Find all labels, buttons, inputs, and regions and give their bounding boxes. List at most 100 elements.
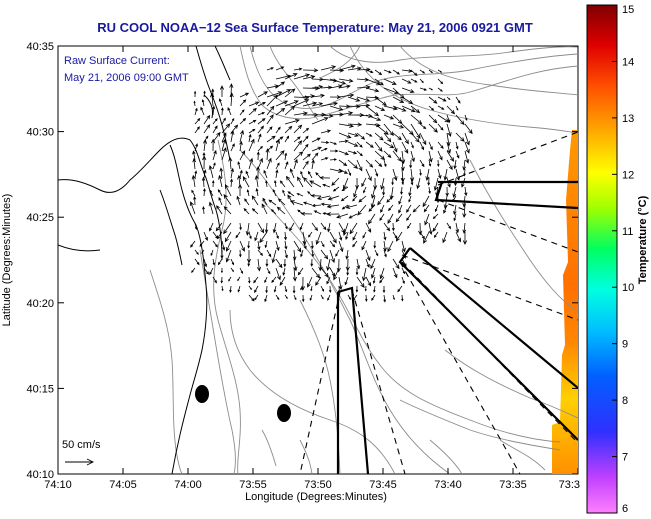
current-vector [262,197,268,206]
current-vector [453,204,457,216]
current-vector [212,240,218,248]
current-vector [392,114,403,125]
current-vector [410,78,418,83]
current-vector [289,200,304,206]
current-vector [223,222,232,235]
current-vector [365,222,372,233]
current-vector [392,294,395,301]
current-vector [346,267,350,276]
current-vector [189,201,196,215]
current-vector [406,213,412,222]
current-vector [292,285,296,294]
current-vector [274,179,277,188]
current-vector [248,138,255,152]
current-vector [254,175,259,188]
current-vector [259,231,268,244]
current-vector [316,195,331,201]
current-vector [383,114,395,120]
current-vector [307,276,313,288]
current-vector [256,151,260,161]
current-vector [347,159,359,169]
current-vector [302,143,309,152]
current-vector [455,141,459,150]
current-vector [374,150,386,161]
current-vector [256,258,262,272]
current-vector [311,159,315,170]
current-vector [265,258,269,267]
current-vector [248,276,251,284]
current-vector [408,186,412,197]
current-vector [264,240,268,249]
current-vector [266,267,271,275]
current-vector [464,150,470,164]
current-vector [293,140,303,152]
current-vector [428,87,434,91]
current-vector [194,249,199,255]
current-vector [270,209,277,215]
current-vector [221,132,227,143]
current-vector [455,105,459,111]
current-vector [254,231,259,242]
current-vector [445,186,449,197]
current-vector [327,222,331,233]
current-vector [329,141,338,145]
current-vector [257,91,269,98]
current-vector [244,198,250,206]
current-vector [326,258,331,272]
current-vector [410,114,423,125]
current-vector [301,294,305,303]
current-vector [364,285,367,292]
current-vector [428,141,433,151]
current-vector [300,249,304,258]
y-axis: 40:35 40:30 40:25 40:20 40:15 40:10 [26,41,578,481]
current-vector [224,231,232,243]
current-vector [338,84,351,89]
current-vector [209,222,214,232]
current-vector [257,112,266,116]
current-vector [338,93,355,98]
colorbar-tick-label: 11 [622,226,633,238]
current-vector [237,161,241,170]
current-vector [335,249,340,257]
current-vector [341,186,349,192]
current-vector [221,285,224,292]
current-vector [361,177,367,188]
colorbar-tick-label: 7 [622,452,628,464]
current-vector [401,87,415,94]
current-vector [194,117,201,125]
current-vector [193,90,197,98]
current-vector [257,157,263,170]
current-vector [329,240,336,248]
current-vector [338,64,356,71]
scale-arrow [65,458,95,466]
current-vector [356,96,371,102]
current-vector [355,267,359,276]
current-vector [338,231,343,241]
current-vector [446,123,452,138]
current-vector [382,285,386,294]
current-vector [407,222,412,229]
current-vector [228,276,232,282]
current-vector [365,168,372,182]
current-vector [275,294,280,301]
y-axis-label: Latitude (Degrees:Minutes) [1,194,13,327]
current-vector [423,204,430,213]
current-vector [395,213,403,223]
y-tick-label: 40:15 [26,383,54,395]
current-vector [264,294,268,303]
current-vector [275,66,285,71]
current-vector [284,88,296,98]
current-vector [365,123,381,128]
current-vector [347,104,361,109]
current-vector [341,204,349,210]
current-vector [428,222,433,236]
current-vector [338,240,344,253]
current-vector [455,96,461,104]
colorbar-tick-label: 10 [622,282,634,294]
x-tick-label: 73:55 [239,479,267,491]
current-vector [265,180,268,188]
current-vector [373,240,377,249]
current-vector [386,195,394,203]
plot-area: Raw Surface Current: May 21, 2006 09:00 … [57,45,579,475]
current-vector [239,92,250,98]
